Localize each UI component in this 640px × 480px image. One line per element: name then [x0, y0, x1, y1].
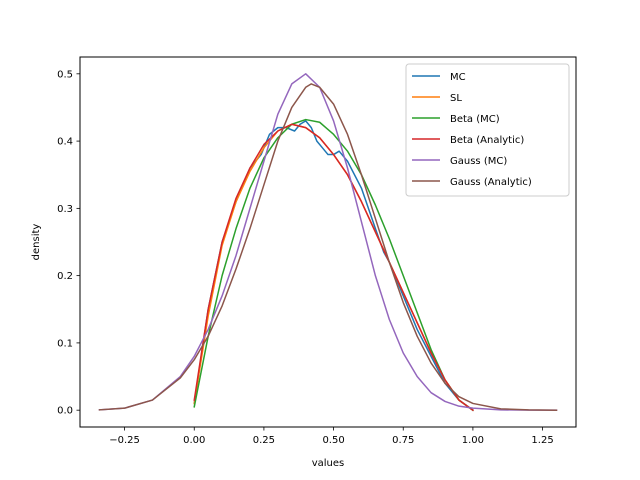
y-tick-label: 0.4	[57, 137, 73, 148]
y-axis: 0.0 0.1 0.2 0.3 0.4 0.5	[57, 69, 80, 417]
legend: MC SL Beta (MC) Beta (Analytic) Gauss (MC) Ga…	[405, 63, 570, 197]
x-tick-label: −0.25	[109, 435, 140, 446]
y-tick-label: 0.2	[57, 271, 73, 282]
x-axis: −0.25 0.00 0.25 0.50 0.75 1.00 1.25	[109, 427, 554, 446]
legend-label: MC	[450, 72, 466, 83]
series-line-beta-analytic	[193, 123, 474, 412]
x-tick-label: 0.25	[253, 435, 275, 446]
x-tick-label: 0.75	[392, 435, 414, 446]
y-tick-label: 0.1	[57, 338, 73, 349]
legend-box	[405, 63, 570, 197]
legend-label: Beta (MC)	[450, 114, 500, 125]
legend-label: Gauss (Analytic)	[450, 177, 532, 188]
series-line-beta-mc	[193, 118, 474, 412]
x-tick-label: 1.25	[531, 435, 553, 446]
legend-label: Gauss (MC)	[450, 156, 507, 167]
y-tick-label: 0.0	[57, 406, 73, 417]
y-tick-label: 0.3	[57, 204, 73, 215]
legend-label: Beta (Analytic)	[450, 135, 524, 146]
series-line-gauss-mc	[98, 73, 558, 411]
y-tick-label: 0.5	[57, 69, 73, 80]
x-tick-label: 1.00	[462, 435, 484, 446]
plot-lines	[98, 73, 558, 412]
axes-frame	[79, 56, 577, 428]
legend-label: SL	[450, 93, 462, 104]
x-tick-label: 0.50	[322, 435, 344, 446]
y-axis-label: density	[31, 224, 42, 261]
x-tick-label: 0.00	[183, 435, 205, 446]
series-line-gauss-analytic	[98, 83, 558, 411]
x-axis-label: values	[312, 458, 345, 469]
